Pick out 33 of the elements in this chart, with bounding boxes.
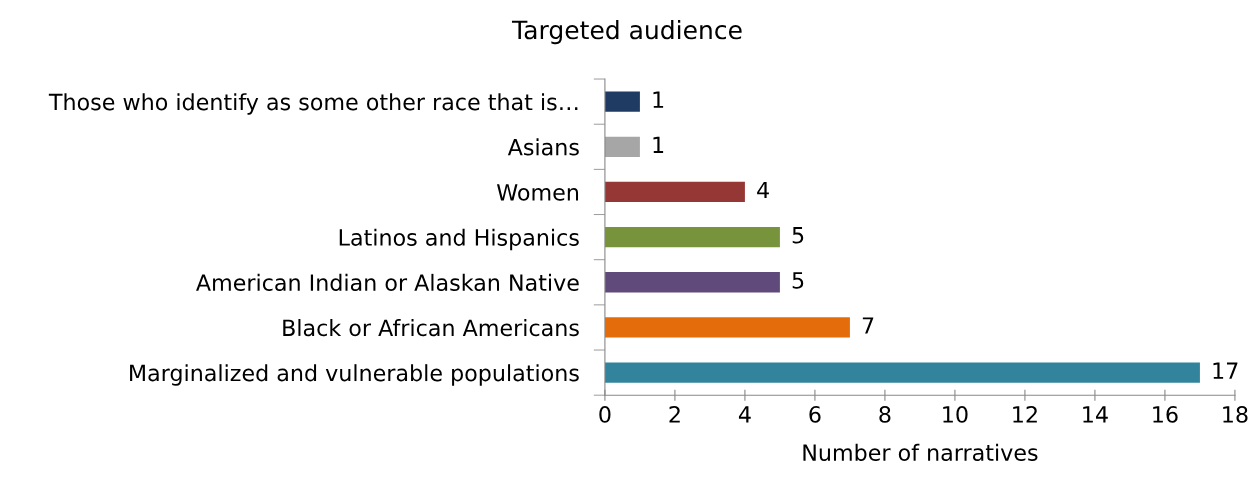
chart-title: Targeted audience	[511, 20, 742, 45]
x-tick-label: 10	[943, 406, 968, 423]
bar	[604, 91, 640, 112]
x-tick-label: 8	[879, 406, 891, 423]
y-tick-label: Those who identify as some other race that is…	[48, 93, 578, 115]
bar	[604, 362, 1200, 383]
bar	[604, 136, 640, 157]
y-tick-label: American Indian or Alaskan Native	[196, 273, 579, 292]
y-tick-label: Women	[496, 184, 579, 201]
data-label: 5	[792, 227, 804, 244]
x-tick-label: 14	[1083, 406, 1108, 423]
x-tick-label: 6	[809, 406, 821, 423]
bar	[604, 226, 780, 248]
data-label: 4	[757, 181, 769, 199]
data-label: 1	[653, 91, 664, 108]
data-label: 1	[653, 136, 664, 153]
x-axis-title: Number of narratives	[803, 443, 1038, 461]
x-tick-label: 12	[1013, 406, 1037, 423]
x-tick-label: 0	[599, 406, 611, 423]
bar	[604, 317, 850, 338]
y-tick-label: Marginalized and vulnerable populations	[130, 364, 579, 386]
y-tick-label: Asians	[507, 138, 579, 156]
y-tick-label: Latinos and Hispanics	[339, 228, 579, 251]
x-tick-label: 16	[1153, 406, 1178, 423]
y-tick-label: Black or African Americans	[283, 319, 579, 337]
data-label: 7	[862, 317, 874, 334]
x-tick-label: 18	[1223, 406, 1248, 423]
bar	[604, 272, 780, 293]
data-label: 5	[792, 272, 804, 289]
x-tick-label: 2	[669, 406, 680, 423]
data-label: 17	[1213, 362, 1238, 379]
bar	[604, 181, 745, 203]
x-tick-label: 4	[738, 406, 751, 423]
